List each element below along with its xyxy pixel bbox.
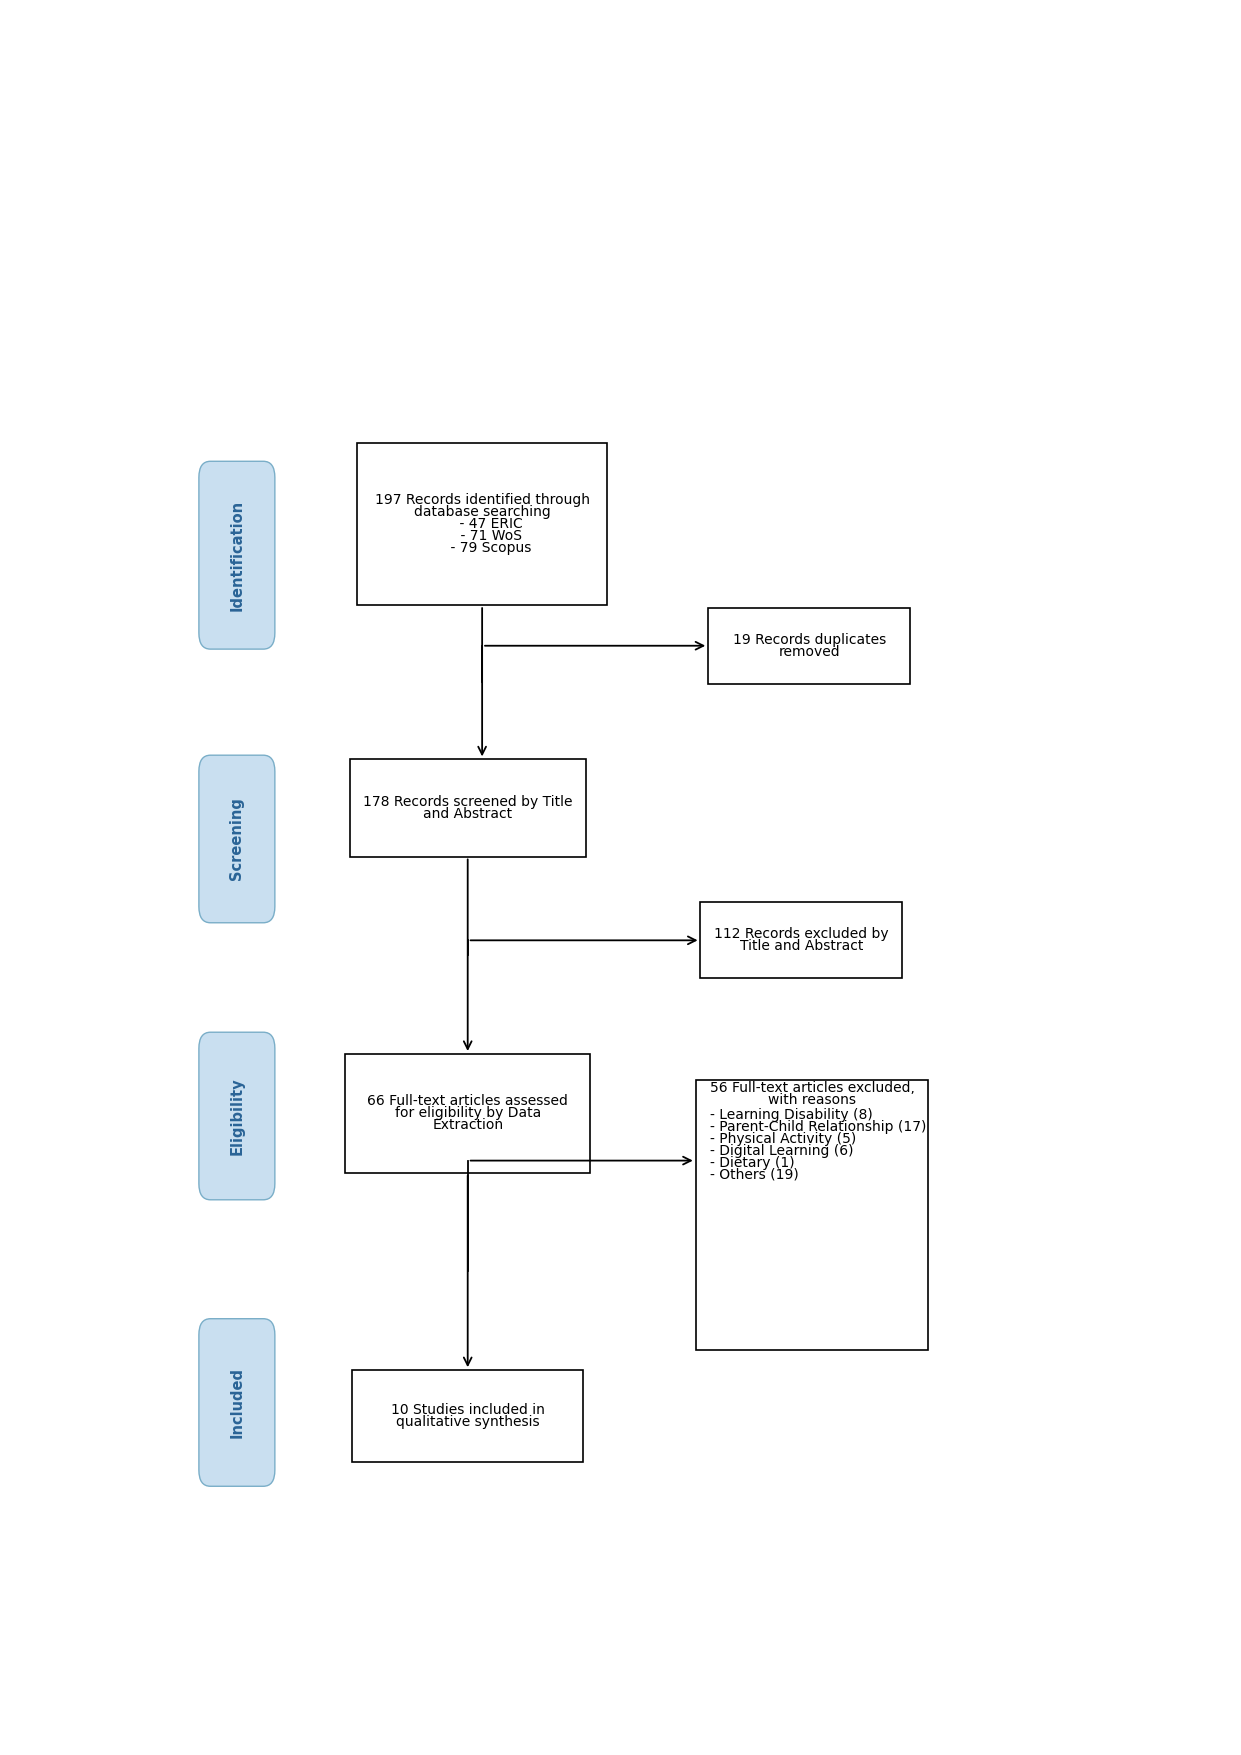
Bar: [357, 442, 607, 605]
Bar: [696, 1079, 928, 1350]
Text: for eligibility by Data: for eligibility by Data: [395, 1106, 541, 1120]
Text: Screening: Screening: [230, 797, 244, 881]
FancyBboxPatch shape: [199, 1318, 274, 1486]
FancyBboxPatch shape: [199, 1032, 274, 1200]
Text: 10 Studies included in: 10 Studies included in: [391, 1402, 545, 1416]
Text: Identification: Identification: [230, 500, 244, 611]
Text: Eligibility: Eligibility: [230, 1078, 244, 1155]
Text: with reasons: with reasons: [768, 1093, 856, 1107]
Text: 197 Records identified through: 197 Records identified through: [375, 493, 589, 507]
Text: 66 Full-text articles assessed: 66 Full-text articles assessed: [367, 1095, 568, 1109]
FancyBboxPatch shape: [199, 462, 274, 649]
Bar: [345, 1053, 591, 1172]
Text: Included: Included: [230, 1367, 244, 1437]
Text: qualitative synthesis: qualitative synthesis: [396, 1415, 540, 1429]
Text: database searching: database searching: [413, 505, 551, 519]
Text: - Physical Activity (5): - Physical Activity (5): [710, 1132, 856, 1146]
Text: 178 Records screened by Title: 178 Records screened by Title: [362, 795, 572, 809]
Text: - 79 Scopus: - 79 Scopus: [433, 541, 531, 555]
Text: - Others (19): - Others (19): [710, 1169, 799, 1183]
Text: - Digital Learning (6): - Digital Learning (6): [710, 1144, 854, 1158]
Text: - 71 WoS: - 71 WoS: [443, 528, 521, 542]
Text: - Parent-Child Relationship (17): - Parent-Child Relationship (17): [710, 1120, 927, 1134]
Bar: [350, 760, 586, 856]
Bar: [352, 1371, 583, 1462]
Text: Extraction: Extraction: [432, 1118, 504, 1132]
FancyBboxPatch shape: [199, 755, 274, 923]
Text: 112 Records excluded by: 112 Records excluded by: [714, 927, 889, 941]
Text: 19 Records duplicates: 19 Records duplicates: [732, 634, 886, 648]
Text: 56 Full-text articles excluded,: 56 Full-text articles excluded,: [710, 1081, 915, 1095]
Text: - 47 ERIC: - 47 ERIC: [442, 518, 522, 532]
Text: Title and Abstract: Title and Abstract: [740, 939, 864, 953]
Text: - Learning Disability (8): - Learning Disability (8): [710, 1109, 872, 1123]
Bar: [700, 902, 902, 978]
Text: - Dietary (1): - Dietary (1): [710, 1157, 794, 1171]
Bar: [709, 607, 910, 683]
Text: removed: removed: [778, 644, 840, 658]
Text: and Abstract: and Abstract: [423, 807, 513, 821]
